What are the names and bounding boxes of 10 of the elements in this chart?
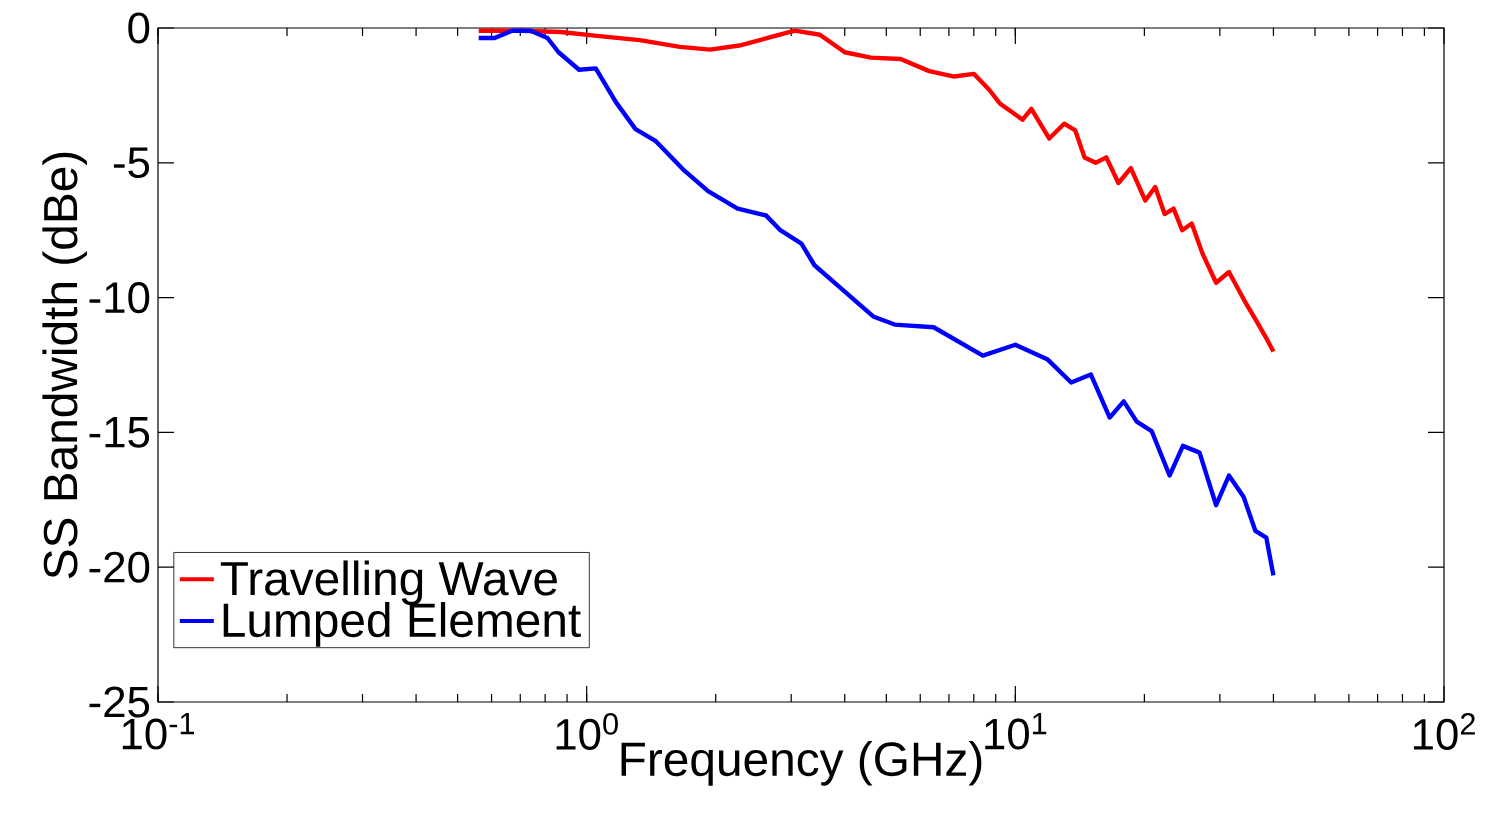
- y-tick-label: -10: [89, 282, 150, 314]
- y-tick-label: -15: [89, 417, 150, 448]
- y-tick-label: -20: [89, 551, 150, 583]
- x-tick-label: 10$^{0}$: [556, 713, 618, 750]
- y-axis-title: SS Bandwidth (dBe): [42, 152, 87, 579]
- y-tick-label: -5: [113, 147, 150, 179]
- x-tick-label: 10$^{2}$: [1413, 713, 1475, 750]
- x-axis-title: Frequency (GHz): [621, 741, 982, 786]
- x-tick-label: 10$^{1}$: [985, 713, 1047, 750]
- y-tick-label: 0: [128, 12, 150, 44]
